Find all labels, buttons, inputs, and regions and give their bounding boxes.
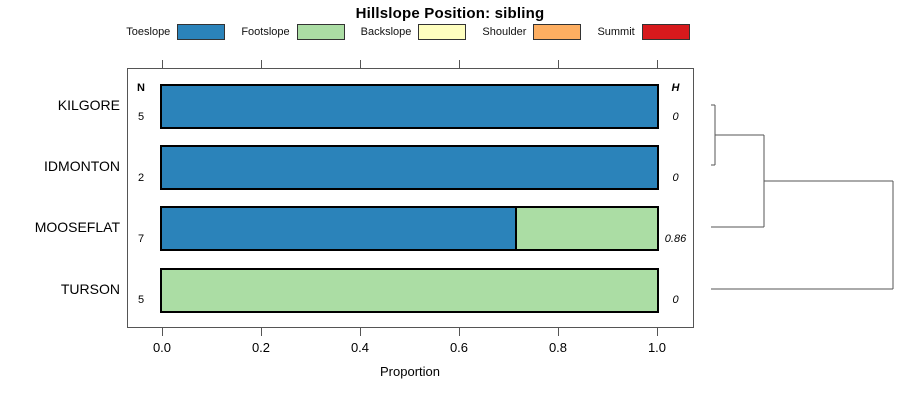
h-value: 0 [672, 111, 679, 123]
axis-tick [558, 328, 559, 336]
axis-tick [657, 60, 658, 68]
n-value: 5 [137, 111, 145, 123]
legend-label: Summit [597, 26, 635, 38]
legend-item-toeslope: Toeslope [126, 24, 226, 40]
axis-tick [657, 328, 658, 336]
row-label-turson: TURSON [60, 281, 120, 297]
x-tick-label: 1.0 [647, 340, 667, 355]
h-value: 0.86 [664, 233, 687, 245]
row-label-idmonton: IDMONTON [44, 158, 120, 174]
bar-segment-toeslope [162, 147, 657, 188]
toeslope-swatch-icon [177, 24, 226, 40]
axis-tick [261, 328, 262, 336]
legend-label: Toeslope [126, 26, 171, 38]
h-value: 0 [672, 172, 679, 184]
axis-tick [558, 60, 559, 68]
x-tick-label: 0.0 [152, 340, 172, 355]
x-tick-label: 0.8 [548, 340, 568, 355]
axis-tick [162, 328, 163, 336]
bar-segment-footslope [515, 208, 657, 249]
legend-item-shoulder: Shoulder [482, 24, 582, 40]
x-tick-label: 0.2 [251, 340, 271, 355]
x-axis-label: Proportion [380, 364, 440, 379]
legend-label: Footslope [241, 26, 290, 38]
h-value: 0 [672, 294, 679, 306]
axis-tick [162, 60, 163, 68]
n-value: 7 [137, 233, 145, 245]
x-tick-label: 0.4 [350, 340, 370, 355]
legend: Toeslope Footslope Backslope Shoulder Su… [0, 24, 858, 40]
h-column-header: H [671, 82, 680, 94]
bar-idmonton [160, 145, 659, 190]
bar-turson [160, 268, 659, 313]
n-value: 2 [137, 172, 145, 184]
bar-segment-toeslope [162, 86, 657, 127]
legend-item-backslope: Backslope [361, 24, 467, 40]
summit-swatch-icon [641, 24, 690, 40]
n-value: 5 [137, 294, 145, 306]
row-label-kilgore: KILGORE [57, 97, 120, 113]
bar-segment-toeslope [162, 208, 515, 249]
axis-tick [360, 328, 361, 336]
axis-tick [261, 60, 262, 68]
axis-tick [459, 60, 460, 68]
footslope-swatch-icon [296, 24, 345, 40]
bar-mooseflat [160, 206, 659, 251]
bar-segment-footslope [162, 270, 657, 311]
x-tick-label: 0.6 [449, 340, 469, 355]
legend-label: Backslope [360, 26, 412, 38]
legend-item-footslope: Footslope [241, 24, 345, 40]
axis-tick [360, 60, 361, 68]
bar-kilgore [160, 84, 659, 129]
axis-tick [459, 328, 460, 336]
legend-label: Shoulder [482, 26, 527, 38]
shoulder-swatch-icon [533, 24, 582, 40]
row-label-mooseflat: MOOSEFLAT [34, 219, 120, 235]
n-column-header: N [137, 82, 145, 94]
backslope-swatch-icon [418, 24, 467, 40]
legend-item-summit: Summit [597, 24, 690, 40]
chart-title: Hillslope Position: sibling [355, 5, 545, 22]
